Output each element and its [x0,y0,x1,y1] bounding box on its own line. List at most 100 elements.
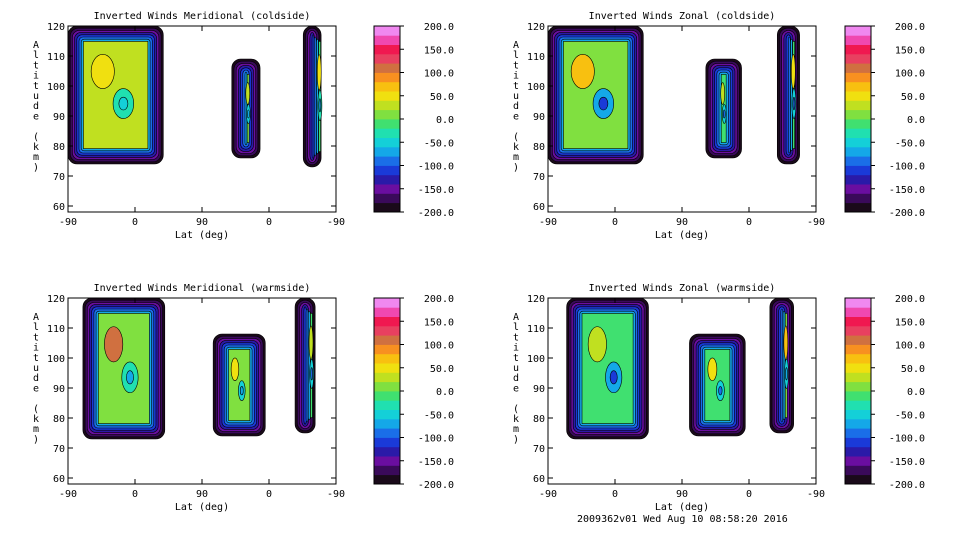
colorbar-tick-label: 100.0 [895,341,925,352]
x-tick-label: 0 [132,217,138,228]
colorbar-swatch [374,372,400,383]
colorbar-tick-label: -100.0 [418,162,454,173]
contour-cool-core [247,109,250,119]
colorbar-swatch [374,53,400,64]
colorbar-swatch [845,44,871,55]
colorbar-swatch [845,298,871,308]
y-tick-label: 120 [527,294,545,305]
colorbar-swatch [845,353,871,364]
colorbar-swatch [845,72,871,83]
plot-area [548,26,800,165]
colorbar-tick-label: 0.0 [907,115,925,126]
colorbar-swatch [845,456,871,466]
colorbar-swatch [845,53,871,64]
y-tick-label: 70 [533,444,545,455]
contour-warm-spot [90,53,115,89]
contour-cool-core [722,109,726,119]
colorbar-swatch [374,391,400,401]
x-axis-label: Lat (deg) [175,230,229,241]
colorbar-tick-label: -200.0 [889,208,925,219]
colorbar-swatch [374,128,400,138]
colorbar-swatch [845,465,871,476]
contour-cool-core [239,386,244,396]
colorbar-tick-label: -50.0 [424,410,454,421]
x-tick-label: 0 [612,217,618,228]
x-tick-label: 90 [676,489,688,500]
x-tick-label: -90 [539,489,557,500]
y-tick-label: 80 [53,414,65,425]
colorbar-swatch [374,146,400,157]
colorbar-swatch [845,409,871,420]
colorbar-swatch [374,174,400,185]
colorbar-swatch [845,381,871,392]
colorbar-swatch [374,109,400,120]
colorbar-tick-label: -50.0 [424,138,454,149]
y-tick-label: 90 [53,384,65,395]
y-tick-label: 70 [533,172,545,183]
colorbar-swatch [374,335,400,345]
plot-area [68,26,323,168]
colorbar-swatch [845,81,871,92]
colorbar-tick-label: 50.0 [901,364,925,375]
colorbar-swatch [374,465,400,476]
y-tick-label: 100 [47,82,65,93]
y-tick-label: 100 [527,354,545,365]
data-block-2 [231,58,261,159]
colorbar-swatch [845,372,871,383]
y-tick-label: 90 [533,384,545,395]
colorbar-swatch [845,344,871,355]
contour-cool-core [785,367,788,381]
y-tick-label: 90 [533,112,545,123]
y-tick-label: 120 [47,22,65,33]
colorbar-tick-label: 100.0 [895,69,925,80]
colorbar-tick-label: 150.0 [424,317,454,328]
colorbar-swatch [374,446,400,457]
colorbar: 200.0 150.0 100.0 50.0 0.0 -50.0 -100.0 -150.0 -… [844,294,925,491]
colorbar-swatch [374,363,400,373]
colorbar-tick-label: 150.0 [424,45,454,56]
x-tick-label: 0 [746,489,752,500]
colorbar-swatch [374,81,400,92]
contour-ring [305,308,309,423]
y-tick-label: 90 [53,112,65,123]
chart-panel-4: -90 0 90 0 -90 60 70 80 90 100 110 120 Inverted Wind… [513,283,925,513]
contour-warm-spot [587,326,607,363]
chart-title: Inverted Winds Zonal (coldside) [589,11,776,22]
colorbar-swatch [845,100,871,111]
colorbar-tick-label: -150.0 [889,185,925,196]
footer-timestamp: 2009362v01 Wed Aug 10 08:58:20 2016 [577,514,788,525]
colorbar-swatch [845,474,871,485]
data-block-2 [212,333,266,437]
x-tick-label: 90 [196,217,208,228]
contour-ring [787,36,791,154]
colorbar-swatch [374,474,400,485]
y-tick-label: 110 [47,52,65,63]
data-block-1 [548,26,644,165]
colorbar-swatch [845,335,871,345]
x-tick-label: -90 [539,217,557,228]
colorbar-swatch [374,26,400,36]
colorbar-swatch [374,381,400,392]
x-tick-label: 0 [266,489,272,500]
data-block-2 [689,333,746,437]
y-tick-label: 80 [53,142,65,153]
y-tick-label: 60 [533,202,545,213]
colorbar-tick-label: -100.0 [418,434,454,445]
contour-ring [313,36,317,157]
colorbar-swatch [374,184,400,194]
colorbar-swatch [374,418,400,429]
colorbar-swatch [845,119,871,129]
contour-ring [311,34,315,159]
x-tick-label: -90 [327,489,345,500]
contour-warm-spot [720,82,726,105]
contour-warm-spot [570,53,595,89]
x-tick-label: -90 [59,489,77,500]
colorbar-swatch [845,193,871,204]
colorbar-tick-label: 50.0 [430,364,454,375]
colorbar-tick-label: 150.0 [895,45,925,56]
chart-title: Inverted Winds Meridional (warmside) [94,283,311,294]
x-tick-label: 0 [746,217,752,228]
colorbar-swatch [374,428,400,438]
colorbar-swatch [374,307,400,317]
